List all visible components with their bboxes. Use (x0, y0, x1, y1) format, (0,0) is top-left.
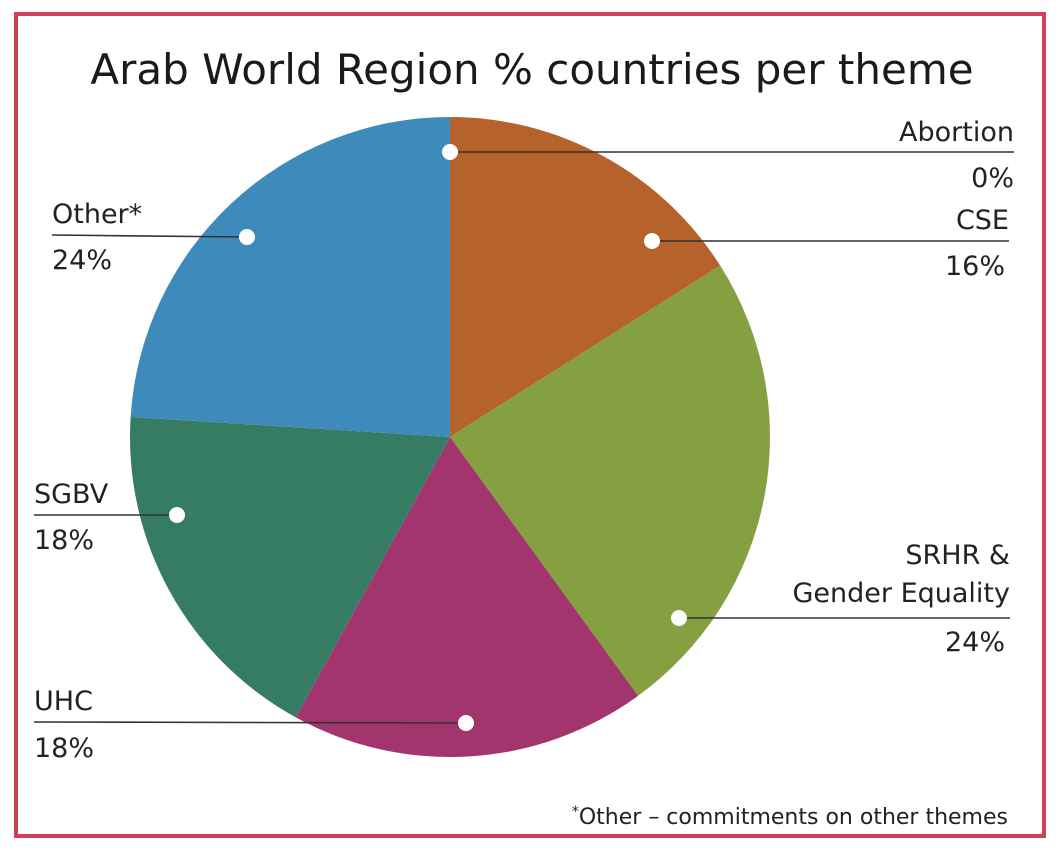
marker-dot-other (239, 229, 255, 245)
marker-dot-uhc (458, 715, 474, 731)
leader-uhc (33, 721, 467, 724)
slice-sgbv (129, 416, 450, 718)
label-srhr-line1: SRHR & (905, 540, 1010, 571)
chart-title: Arab World Region % countries per theme (90, 45, 973, 94)
value-srhr: 24% (945, 627, 1005, 658)
leader-other (51, 234, 248, 238)
pie-slices (129, 117, 770, 758)
slice-uhc (295, 437, 639, 758)
marker-dot-cse (644, 233, 660, 249)
marker-dot-sgbv (169, 507, 185, 523)
label-other: Other* (52, 199, 142, 230)
value-abortion: 0% (971, 163, 1014, 194)
slice-srhr (450, 265, 770, 696)
label-uhc: UHC (34, 686, 93, 717)
label-abortion: Abortion (899, 117, 1014, 148)
footnote: *Other – commitments on other themes (572, 804, 1008, 830)
value-uhc: 18% (34, 733, 94, 764)
label-srhr-line2: Gender Equality (792, 578, 1010, 609)
footnote-text: Other – commitments on other themes (579, 805, 1008, 830)
label-cse: CSE (956, 205, 1009, 236)
leader-lines (33, 144, 1014, 731)
slice-cse (450, 117, 721, 437)
marker-dot-srhr (671, 610, 687, 626)
value-sgbv: 18% (34, 525, 94, 556)
value-cse: 16% (945, 251, 1005, 282)
marker-dot-abortion (442, 144, 458, 160)
value-other: 24% (52, 245, 112, 276)
footnote-marker: * (572, 804, 579, 820)
slice-other (130, 117, 450, 437)
label-sgbv: SGBV (34, 479, 109, 510)
